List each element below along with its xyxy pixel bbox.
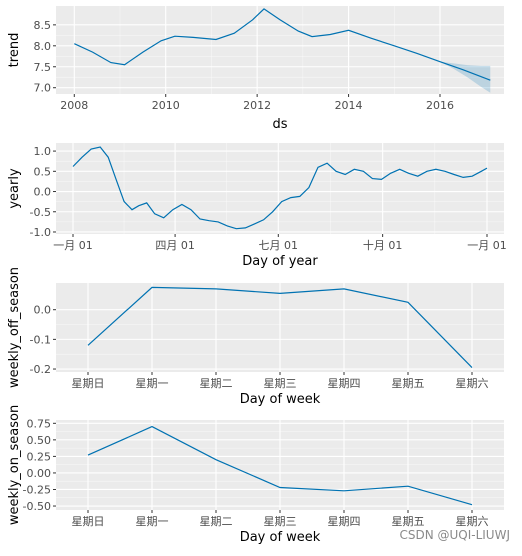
y-tick-label: -0.25 xyxy=(23,483,51,496)
panel-yearly: -1.0 -0.5 0.0 0.5 1.0 一月 01 四月 01 七月 01 十月 01 一月 … xyxy=(7,143,507,269)
y-tick-label: 0.0 xyxy=(34,186,52,199)
y-axis-title: trend xyxy=(7,33,22,68)
panel-weekly_off_season: -0.2 -0.1 0.0 星期日 星期一 星期二 星期三 星期四 星期五 星期六 Day of w… xyxy=(7,267,504,407)
x-tick-label: 星期四 xyxy=(328,377,361,390)
x-tick-label: 2010 xyxy=(152,99,180,112)
y-tick-label: -0.1 xyxy=(30,333,51,346)
x-tick-label: 星期二 xyxy=(200,515,233,528)
x-tick-label: 星期六 xyxy=(456,377,489,390)
uncertainty-band xyxy=(440,61,491,93)
x-tick-label: 四月 01 xyxy=(155,239,195,252)
x-tick-label: 星期六 xyxy=(456,515,489,528)
watermark-text: CSDN @UQI-LIUWJ xyxy=(399,528,510,542)
x-tick-label: 星期日 xyxy=(72,515,105,528)
y-tick-label: 0.00 xyxy=(27,467,52,480)
y-tick-label: 7.0 xyxy=(34,82,52,95)
x-tick-label: 星期五 xyxy=(392,377,425,390)
series-line-yearly xyxy=(72,146,488,230)
y-tick-label: 0.25 xyxy=(27,450,52,463)
x-axis-title: ds xyxy=(272,117,287,132)
x-tick-label: 星期五 xyxy=(392,515,425,528)
panel-weekly_on_season: -0.50 -0.25 0.00 0.25 0.50 0.75 星期日 星期一 星期二 星期三 星期… xyxy=(7,405,504,545)
x-tick-label: 星期一 xyxy=(136,515,169,528)
y-tick-label: -0.2 xyxy=(30,363,51,376)
y-axis-title: weekly_off_season xyxy=(7,267,22,388)
x-axis-title: Day of week xyxy=(240,392,321,407)
panel-trend: 7.0 7.5 8.0 8.5 2008 2010 2012 2014 2016 ds trend xyxy=(7,6,504,132)
panel-background xyxy=(56,143,504,234)
x-tick-label: 星期三 xyxy=(264,377,297,390)
x-tick-label: 星期四 xyxy=(328,515,361,528)
y-tick-label: 8.5 xyxy=(34,19,52,32)
y-tick-label: 0.5 xyxy=(34,165,52,178)
y-tick-label: -0.5 xyxy=(30,206,51,219)
series-line-trend xyxy=(74,8,491,81)
x-tick-label: 星期三 xyxy=(264,515,297,528)
series-line-weekly_off_season xyxy=(87,286,473,369)
x-tick-label: 星期二 xyxy=(200,377,233,390)
y-tick-label: 7.5 xyxy=(34,61,52,74)
y-tick-label: 0.50 xyxy=(27,434,52,447)
panel-background xyxy=(56,6,504,94)
y-tick-label: 0.0 xyxy=(34,304,52,317)
x-tick-label: 七月 01 xyxy=(259,239,299,252)
x-tick-label: 一月 01 xyxy=(53,239,93,252)
y-tick-label: -0.50 xyxy=(23,500,51,513)
series-line-weekly_on_season xyxy=(87,425,473,506)
x-tick-label: 2016 xyxy=(426,99,454,112)
y-tick-label: 0.75 xyxy=(27,417,52,430)
x-axis-title: Day of week xyxy=(240,530,321,545)
y-tick-label: -1.0 xyxy=(30,226,51,239)
y-tick-label: 1.0 xyxy=(34,145,52,158)
x-tick-label: 2008 xyxy=(60,99,88,112)
y-axis-title: weekly_on_season xyxy=(7,405,22,525)
x-axis-title: Day of year xyxy=(242,254,318,269)
x-tick-label: 星期一 xyxy=(136,377,169,390)
x-tick-label: 2012 xyxy=(243,99,271,112)
x-tick-label: 十月 01 xyxy=(363,238,403,252)
x-tick-label: 一月 01 xyxy=(467,239,507,252)
x-tick-label: 星期日 xyxy=(72,377,105,390)
y-tick-label: 8.0 xyxy=(34,40,52,53)
x-tick-label: 2014 xyxy=(335,99,363,112)
y-axis-title: yearly xyxy=(7,168,22,209)
